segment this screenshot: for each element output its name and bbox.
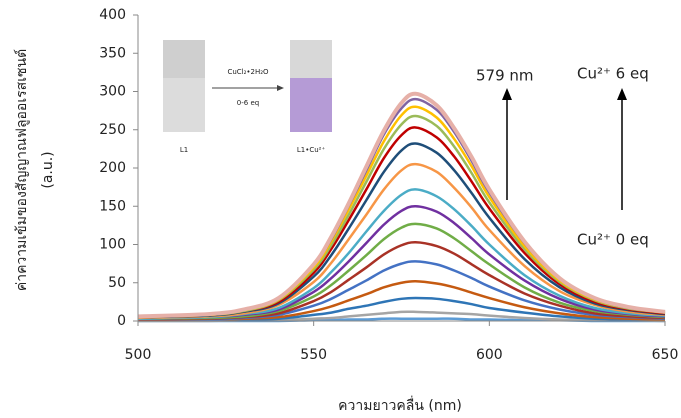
y-tick-label: 400 [99,7,126,23]
y-tick-label: 300 [99,84,126,100]
y-tick-label: 50 [108,275,126,291]
y-axis-label: ค่าความเข้มของสัญญาณฟลูออเรสเซนต์ [13,49,30,291]
chart: CuCl₂•2H₂O 0-6 eq L1 L1•Cu²⁺ 579 nm Cu²⁺… [0,0,681,418]
y-axis-label: (a.u.) [40,151,56,188]
arrow-head [502,88,512,100]
annotation: Cu²⁺ 0 eq [577,231,649,249]
x-tick-label: 600 [476,347,503,363]
y-tick-label: 250 [99,122,126,138]
annotation: Cu²⁺ 6 eq [577,65,649,83]
vial-left-top [163,40,205,78]
inset-left-label: L1 [180,146,188,154]
x-tick-label: 650 [652,347,679,363]
y-tick-label: 0 [117,313,126,329]
y-tick-label: 100 [99,237,126,253]
x-tick-label: 500 [125,347,152,363]
inset-right-label: L1•Cu²⁺ [297,146,326,154]
x-axis-label: ความยาวคลื่น (nm) [338,396,462,414]
x-tick-label: 550 [300,347,327,363]
annotation: 579 nm [476,67,534,85]
inset-image: CuCl₂•2H₂O 0-6 eq L1 L1•Cu²⁺ [160,38,375,163]
arrow-head [617,88,627,100]
y-tick-label: 350 [99,45,126,61]
y-tick-label: 150 [99,198,126,214]
inset-reagent: CuCl₂•2H₂O [227,68,269,76]
vial-right-top [290,40,332,78]
y-tick-label: 200 [99,160,126,176]
inset-range: 0-6 eq [237,99,259,107]
